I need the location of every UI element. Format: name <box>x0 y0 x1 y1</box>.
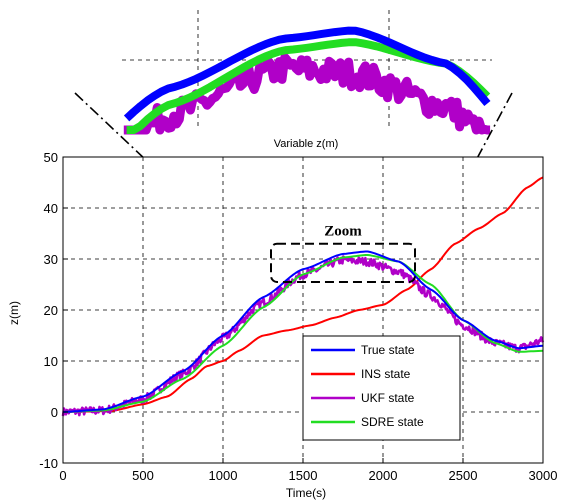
series-line-ins-state <box>63 176 544 413</box>
y-tick-label: 20 <box>44 303 58 318</box>
y-tick-label: 10 <box>44 354 58 369</box>
legend-label: UKF state <box>361 391 415 405</box>
series-lines <box>61 176 545 417</box>
x-tick-label: 2500 <box>449 468 478 483</box>
zoom-box <box>270 242 416 283</box>
x-tick-label: 500 <box>132 468 154 483</box>
legend: True state INS state UKF state SDRE state <box>302 335 461 441</box>
legend-label: INS state <box>361 367 411 381</box>
x-tick-label: 0 <box>59 468 66 483</box>
series-line-true-state <box>62 250 544 413</box>
y-axis-label: z(m) <box>7 301 21 325</box>
legend-label: SDRE state <box>361 415 424 429</box>
y-tick-label: 50 <box>44 150 58 165</box>
y-tick-label: 30 <box>44 252 58 267</box>
zoom-connector-line <box>74 92 276 283</box>
y-tick-label: 0 <box>51 405 58 420</box>
inset-caption: Variable z(m) <box>274 138 339 150</box>
zoom-inset: Variable z(m) <box>122 10 492 150</box>
main-axes: Zoom 0 500 1000 1500 2000 2500 3000-1001020304… <box>7 150 557 500</box>
x-tick-label: 2000 <box>369 468 398 483</box>
legend-label: True state <box>361 343 415 357</box>
inset-series-line-true-state <box>123 26 491 122</box>
series-line-ukf-state <box>61 255 545 417</box>
x-axis-label: Time(s) <box>286 486 326 500</box>
x-tick-label: 1500 <box>289 468 318 483</box>
zoom-label: Zoom <box>324 224 362 240</box>
inset-series-line-ukf-state <box>122 53 492 135</box>
x-tick-label: 1000 <box>209 468 238 483</box>
y-tick-label: 40 <box>44 201 58 216</box>
y-tick-label: -10 <box>39 456 58 471</box>
inset-series <box>122 26 492 135</box>
x-tick-label: 3000 <box>529 468 558 483</box>
